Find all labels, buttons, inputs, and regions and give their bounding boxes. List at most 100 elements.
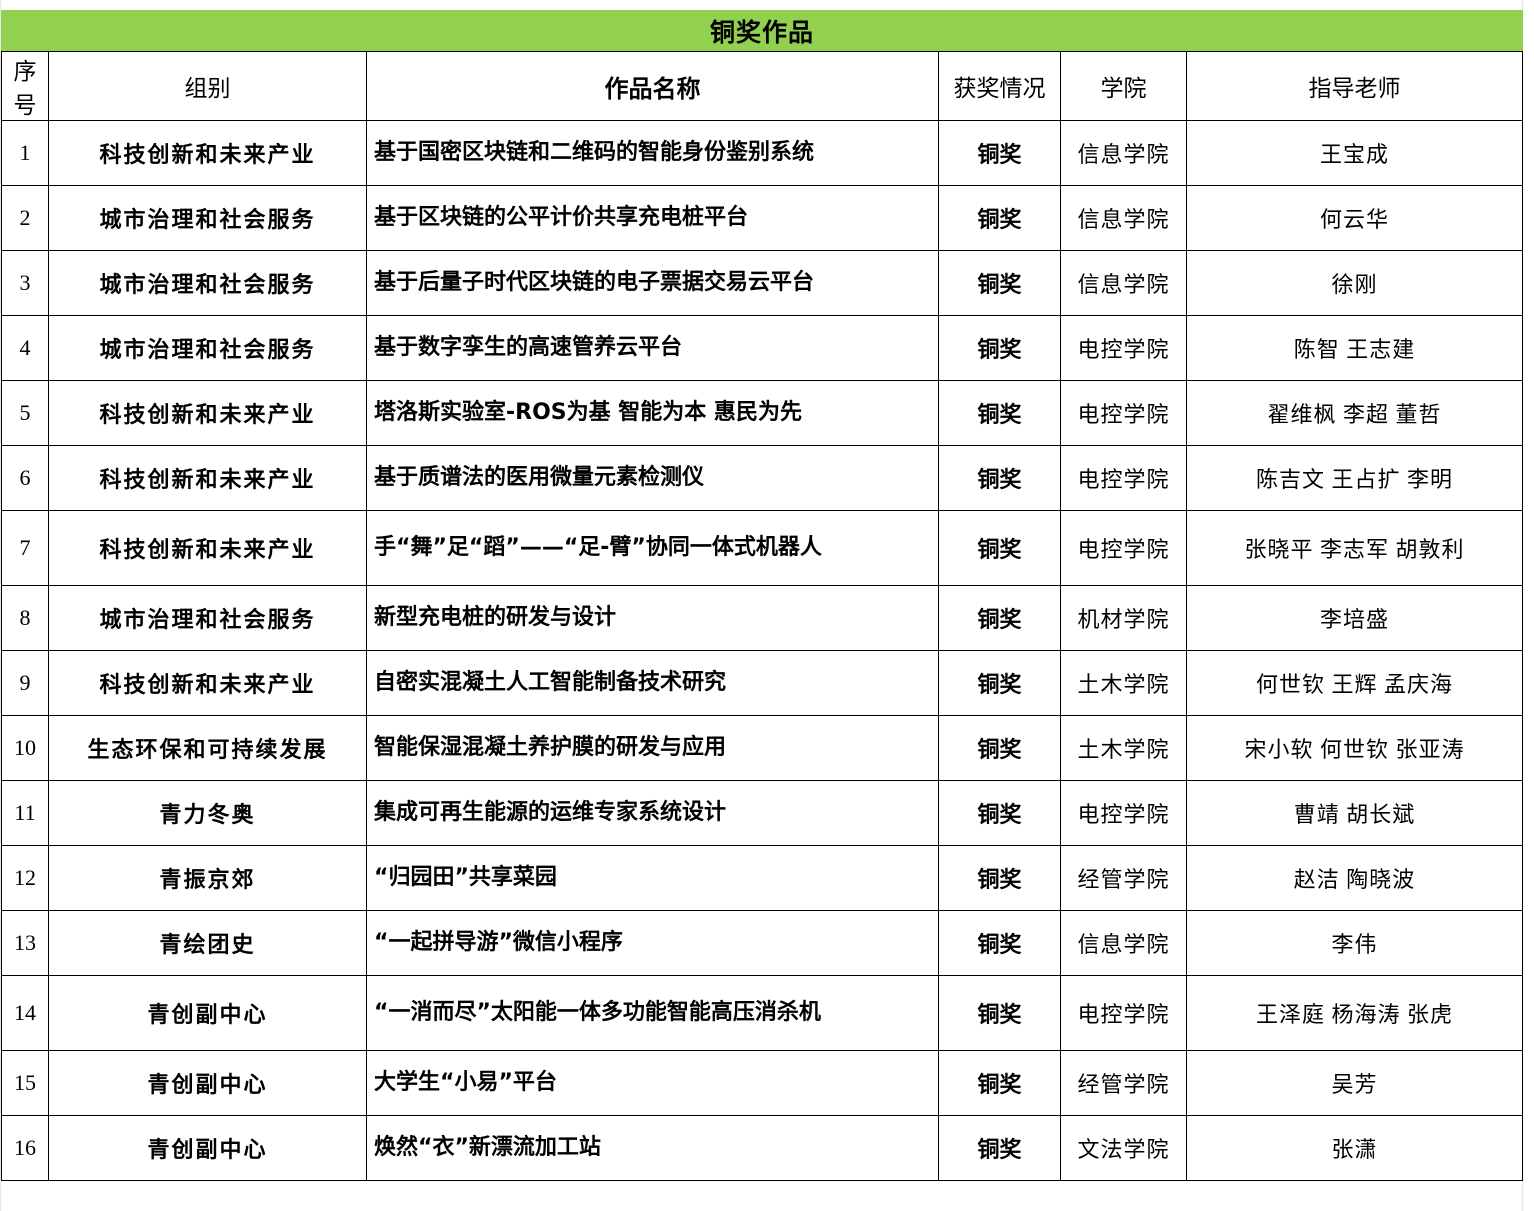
- table-row: 1 科技创新和未来产业 基于国密区块链和二维码的智能身份鉴别系统 铜奖 信息学院…: [1, 120, 1524, 186]
- cell-college: 土木学院: [1060, 650, 1187, 716]
- cell-index: 8: [1, 585, 49, 651]
- cell-award: 铜奖: [938, 315, 1061, 381]
- cell-title: 新型充电桩的研发与设计: [366, 585, 939, 651]
- cell-index: 1: [1, 120, 49, 186]
- cell-college: 电控学院: [1060, 975, 1187, 1051]
- cell-college: 信息学院: [1060, 250, 1187, 316]
- column-header-college: 学院: [1060, 51, 1187, 121]
- cell-college: 经管学院: [1060, 1050, 1187, 1116]
- cell-award: 铜奖: [938, 185, 1061, 251]
- cell-group: 城市治理和社会服务: [48, 585, 367, 651]
- cell-group: 城市治理和社会服务: [48, 185, 367, 251]
- cell-index: 5: [1, 380, 49, 446]
- cell-award: 铜奖: [938, 715, 1061, 781]
- cell-college: 经管学院: [1060, 845, 1187, 911]
- cell-award: 铜奖: [938, 585, 1061, 651]
- table-row: 3 城市治理和社会服务 基于后量子时代区块链的电子票据交易云平台 铜奖 信息学院…: [1, 250, 1524, 316]
- cell-title: 大学生“小易”平台: [366, 1050, 939, 1116]
- cell-title: 塔洛斯实验室-ROS为基 智能为本 惠民为先: [366, 380, 939, 446]
- column-header-award: 获奖情况: [938, 51, 1061, 121]
- cell-group: 科技创新和未来产业: [48, 650, 367, 716]
- cell-title: “一起拼导游”微信小程序: [366, 910, 939, 976]
- cell-index: 11: [1, 780, 49, 846]
- cell-group: 生态环保和可持续发展: [48, 715, 367, 781]
- column-header-title: 作品名称: [366, 51, 939, 121]
- cell-index: 12: [1, 845, 49, 911]
- cell-group: 科技创新和未来产业: [48, 120, 367, 186]
- cell-index: 13: [1, 910, 49, 976]
- column-header-group: 组别: [48, 51, 367, 121]
- cell-index: 4: [1, 315, 49, 381]
- table-row: 12 青振京郊 “归园田”共享菜园 铜奖 经管学院 赵洁 陶晓波: [1, 845, 1524, 911]
- cell-award: 铜奖: [938, 845, 1061, 911]
- cell-title: 基于质谱法的医用微量元素检测仪: [366, 445, 939, 511]
- table-row: 4 城市治理和社会服务 基于数字孪生的高速管养云平台 铜奖 电控学院 陈智 王志…: [1, 315, 1524, 381]
- cell-college: 电控学院: [1060, 315, 1187, 381]
- cell-index: 3: [1, 250, 49, 316]
- cell-teacher: 张晓平 李志军 胡敦利: [1185, 510, 1524, 586]
- cell-index: 16: [1, 1115, 49, 1181]
- cell-teacher: 吴芳: [1185, 1050, 1524, 1116]
- cell-college: 信息学院: [1060, 910, 1187, 976]
- cell-college: 电控学院: [1060, 445, 1187, 511]
- cell-title: 基于国密区块链和二维码的智能身份鉴别系统: [366, 120, 939, 186]
- cell-group: 青创副中心: [48, 975, 367, 1051]
- cell-group: 科技创新和未来产业: [48, 510, 367, 586]
- cell-award: 铜奖: [938, 445, 1061, 511]
- table-row: 14 青创副中心 “一消而尽”太阳能一体多功能智能高压消杀机 铜奖 电控学院 王…: [1, 975, 1524, 1051]
- column-header-index: 序号: [1, 51, 49, 121]
- table-row: 15 青创副中心 大学生“小易”平台 铜奖 经管学院 吴芳: [1, 1050, 1524, 1116]
- cell-college: 信息学院: [1060, 185, 1187, 251]
- table-row: 2 城市治理和社会服务 基于区块链的公平计价共享充电桩平台 铜奖 信息学院 何云…: [1, 185, 1524, 251]
- table-row: 10 生态环保和可持续发展 智能保湿混凝土养护膜的研发与应用 铜奖 土木学院 宋…: [1, 715, 1524, 781]
- cell-title: 自密实混凝土人工智能制备技术研究: [366, 650, 939, 716]
- cell-index: 9: [1, 650, 49, 716]
- cell-award: 铜奖: [938, 975, 1061, 1051]
- cell-award: 铜奖: [938, 910, 1061, 976]
- cell-group: 青振京郊: [48, 845, 367, 911]
- table-row: 5 科技创新和未来产业 塔洛斯实验室-ROS为基 智能为本 惠民为先 铜奖 电控…: [1, 380, 1524, 446]
- cell-teacher: 王宝成: [1185, 120, 1524, 186]
- table-row: 11 青力冬奥 集成可再生能源的运维专家系统设计 铜奖 电控学院 曹靖 胡长斌: [1, 780, 1524, 846]
- table-row: 9 科技创新和未来产业 自密实混凝土人工智能制备技术研究 铜奖 土木学院 何世钦…: [1, 650, 1524, 716]
- cell-title: “一消而尽”太阳能一体多功能智能高压消杀机: [366, 975, 939, 1051]
- cell-title: 集成可再生能源的运维专家系统设计: [366, 780, 939, 846]
- cell-group: 青创副中心: [48, 1050, 367, 1116]
- cell-teacher: 张潇: [1185, 1115, 1524, 1181]
- cell-college: 电控学院: [1060, 780, 1187, 846]
- cell-award: 铜奖: [938, 120, 1061, 186]
- cell-group: 科技创新和未来产业: [48, 380, 367, 446]
- cell-group: 青力冬奥: [48, 780, 367, 846]
- cell-teacher: 李培盛: [1185, 585, 1524, 651]
- cell-award: 铜奖: [938, 650, 1061, 716]
- cell-title: 基于数字孪生的高速管养云平台: [366, 315, 939, 381]
- table-row: 6 科技创新和未来产业 基于质谱法的医用微量元素检测仪 铜奖 电控学院 陈吉文 …: [1, 445, 1524, 511]
- cell-title: 手“舞”足“蹈”——“足-臂”协同一体式机器人: [366, 510, 939, 586]
- cell-college: 电控学院: [1060, 380, 1187, 446]
- column-header-teacher: 指导老师: [1185, 51, 1524, 121]
- cell-group: 科技创新和未来产业: [48, 445, 367, 511]
- cell-index: 7: [1, 510, 49, 586]
- cell-teacher: 陈吉文 王占扩 李明: [1185, 445, 1524, 511]
- cell-index: 2: [1, 185, 49, 251]
- cell-award: 铜奖: [938, 1050, 1061, 1116]
- cell-index: 14: [1, 975, 49, 1051]
- cell-group: 青创副中心: [48, 1115, 367, 1181]
- cell-award: 铜奖: [938, 510, 1061, 586]
- cell-college: 信息学院: [1060, 120, 1187, 186]
- cell-teacher: 王泽庭 杨海涛 张虎: [1185, 975, 1524, 1051]
- cell-college: 文法学院: [1060, 1115, 1187, 1181]
- cell-title: 基于区块链的公平计价共享充电桩平台: [366, 185, 939, 251]
- table-row: 16 青创副中心 焕然“衣”新漂流加工站 铜奖 文法学院 张潇: [1, 1115, 1524, 1181]
- cell-title: 基于后量子时代区块链的电子票据交易云平台: [366, 250, 939, 316]
- cell-group: 青绘团史: [48, 910, 367, 976]
- cell-teacher: 徐刚: [1185, 250, 1524, 316]
- banner-title: 铜奖作品: [0, 10, 1524, 52]
- cell-teacher: 李伟: [1185, 910, 1524, 976]
- cell-college: 电控学院: [1060, 510, 1187, 586]
- table-body: 铜奖作品 序号 组别 作品名称 获奖情况 学院 指导老师 1 科技创新和未来产业…: [0, 10, 1524, 1181]
- cell-award: 铜奖: [938, 1115, 1061, 1181]
- cell-teacher: 何世钦 王辉 孟庆海: [1185, 650, 1524, 716]
- table-row: 7 科技创新和未来产业 手“舞”足“蹈”——“足-臂”协同一体式机器人 铜奖 电…: [1, 510, 1524, 586]
